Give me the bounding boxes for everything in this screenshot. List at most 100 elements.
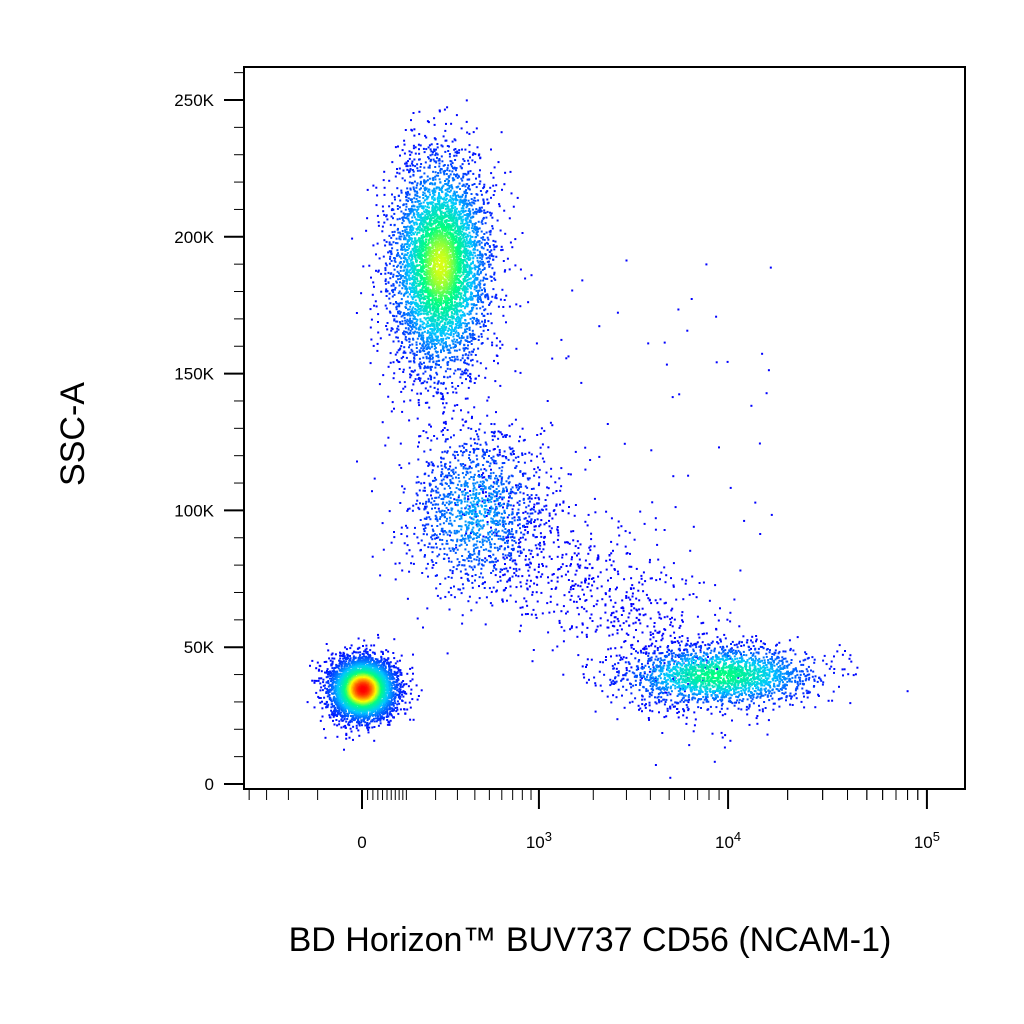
- event-dot: [528, 497, 531, 500]
- event-dot: [423, 166, 426, 169]
- event-dot: [605, 559, 608, 562]
- event-dot: [471, 358, 474, 361]
- event-dot: [487, 460, 490, 463]
- event-dot: [635, 616, 638, 619]
- event-dot: [443, 510, 446, 512]
- event-dot: [461, 382, 464, 385]
- event-dot: [519, 546, 522, 549]
- event-dot: [443, 494, 446, 497]
- event-dot: [323, 702, 326, 705]
- event-dot: [472, 201, 475, 204]
- event-dot: [492, 258, 495, 261]
- event-dot: [377, 633, 379, 636]
- event-dot: [468, 454, 471, 457]
- event-dot: [623, 674, 626, 676]
- event-dot: [699, 649, 702, 652]
- event-dot: [639, 707, 642, 710]
- event-dot: [408, 157, 411, 160]
- event-dot: [432, 479, 434, 482]
- event-dot: [553, 610, 556, 613]
- event-dot: [568, 506, 570, 508]
- event-dot: [479, 307, 482, 310]
- event-dot: [585, 666, 587, 668]
- event-dot: [707, 655, 709, 658]
- event-dot: [322, 681, 325, 684]
- event-dot: [466, 178, 469, 181]
- event-dot: [366, 656, 369, 659]
- event-dot: [388, 243, 391, 246]
- event-dot: [481, 269, 484, 271]
- event-dot: [450, 522, 453, 525]
- event-dot: [461, 444, 464, 447]
- event-dot: [466, 131, 469, 134]
- event-dot: [453, 548, 456, 550]
- event-dot: [643, 698, 646, 701]
- event-dot: [357, 637, 360, 640]
- event-dot: [592, 577, 595, 580]
- event-dot: [443, 173, 446, 176]
- event-dot: [387, 365, 390, 368]
- event-dot: [650, 644, 653, 647]
- event-dot: [720, 700, 723, 703]
- event-dot: [385, 288, 388, 291]
- event-dot: [404, 129, 407, 131]
- event-dot: [493, 277, 496, 280]
- event-dot: [795, 668, 798, 671]
- event-dot: [402, 216, 405, 219]
- event-dot: [480, 193, 483, 196]
- event-dot: [794, 675, 797, 678]
- event-dot: [323, 661, 326, 663]
- event-dot: [367, 731, 370, 734]
- event-dot: [806, 673, 809, 676]
- event-dot: [799, 673, 802, 676]
- event-dot: [373, 304, 376, 307]
- event-dot: [489, 556, 492, 559]
- event-dot: [515, 465, 518, 468]
- event-dot: [406, 544, 409, 547]
- event-dot: [506, 542, 509, 544]
- event-dot: [467, 560, 470, 562]
- event-dot: [692, 593, 695, 595]
- event-dot: [456, 548, 459, 551]
- event-dot: [610, 552, 613, 555]
- event-dot: [624, 661, 627, 664]
- event-dot: [366, 719, 369, 722]
- event-dot: [423, 489, 426, 492]
- event-dot: [782, 650, 785, 653]
- event-dot: [490, 148, 492, 151]
- event-dot: [454, 471, 457, 474]
- event-dot: [494, 295, 497, 298]
- event-dot: [792, 668, 795, 671]
- event-dot: [376, 719, 379, 722]
- event-dot: [478, 485, 481, 488]
- event-dot: [474, 161, 477, 164]
- event-dot: [723, 633, 726, 636]
- event-dot: [490, 300, 493, 303]
- event-dot: [519, 435, 521, 438]
- event-dot: [906, 690, 909, 693]
- event-dot: [517, 508, 520, 511]
- event-dot: [451, 539, 454, 542]
- event-dot: [467, 162, 470, 165]
- event-dot: [589, 459, 592, 461]
- event-dot: [533, 582, 536, 585]
- event-dot: [620, 679, 623, 682]
- event-dot: [491, 295, 494, 298]
- event-dot: [584, 468, 587, 471]
- event-dot: [326, 695, 329, 698]
- event-dot: [392, 695, 395, 698]
- event-dot: [506, 507, 509, 510]
- event-dot: [749, 696, 752, 699]
- event-dot: [666, 655, 669, 658]
- event-dot: [468, 351, 471, 354]
- event-dot: [392, 284, 395, 287]
- event-dot: [423, 172, 426, 175]
- event-dot: [468, 150, 471, 153]
- event-dot: [391, 702, 394, 705]
- event-dot: [585, 635, 588, 638]
- event-dot: [462, 175, 465, 178]
- event-dot: [790, 695, 793, 698]
- event-dot: [526, 486, 529, 489]
- event-dot: [422, 372, 425, 375]
- event-dot: [538, 563, 540, 566]
